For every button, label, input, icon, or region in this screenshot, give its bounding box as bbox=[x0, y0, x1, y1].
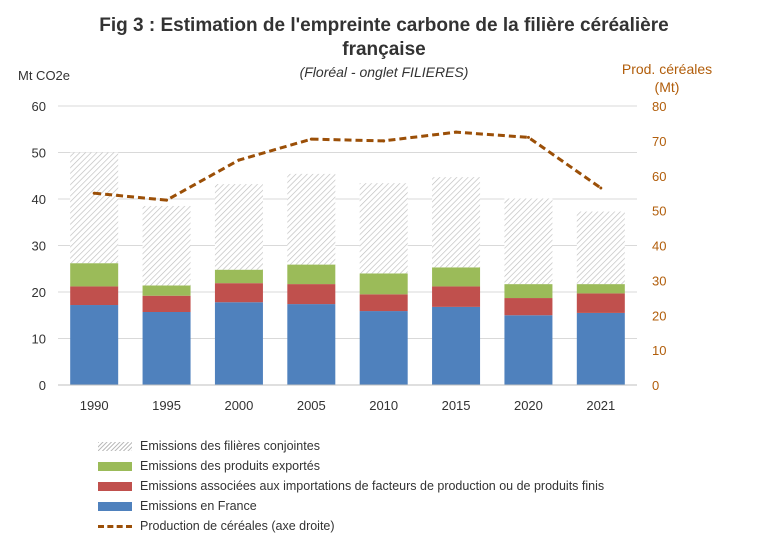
production-point-2005 bbox=[309, 137, 313, 141]
bar-exports-2020 bbox=[504, 284, 553, 299]
bar-france-2021 bbox=[576, 312, 625, 385]
bar-conjointes-2020 bbox=[504, 198, 553, 285]
x-tick-label-1995: 1995 bbox=[152, 398, 181, 413]
bar-imports-1990 bbox=[70, 286, 119, 306]
bar-imports-2010 bbox=[359, 294, 408, 312]
bar-imports-2020 bbox=[504, 298, 553, 316]
chart-title-line1: Fig 3 : Estimation de l'empreinte carbon… bbox=[99, 15, 669, 36]
production-point-2021 bbox=[599, 186, 603, 190]
y-left-tick-label: 0 bbox=[39, 378, 46, 393]
legend-item-conjointes: Emissions des filières conjointes bbox=[98, 436, 604, 456]
bar-imports-2005 bbox=[287, 284, 336, 305]
legend-label-imports: Emissions associées aux importations de … bbox=[140, 479, 605, 493]
bar-france-2015 bbox=[432, 306, 481, 385]
bar-imports-1995 bbox=[142, 295, 191, 312]
y-left-tick-label: 60 bbox=[32, 99, 46, 114]
y-right-tick-label: 10 bbox=[652, 343, 666, 358]
chart-title-line2: française bbox=[342, 39, 426, 60]
legend-label-production: Production de céréales (axe droite) bbox=[140, 519, 335, 533]
x-tick-label-2021: 2021 bbox=[586, 398, 615, 413]
y-axis-right-label: Prod. céréales (Mt) bbox=[612, 60, 722, 96]
legend-item-production: Production de céréales (axe droite) bbox=[98, 516, 604, 536]
y-left-tick-label: 30 bbox=[32, 239, 46, 254]
legend-swatch-france bbox=[98, 501, 132, 511]
chart-legend: Emissions des filières conjointes Emissi… bbox=[98, 436, 604, 536]
bar-conjointes-1990 bbox=[70, 152, 119, 264]
bar-imports-2021 bbox=[576, 293, 625, 313]
bar-exports-2015 bbox=[432, 267, 481, 287]
bar-france-2010 bbox=[359, 311, 408, 385]
bar-conjointes-2005 bbox=[287, 173, 336, 265]
bar-france-2020 bbox=[504, 315, 553, 385]
y-axis-left-label: Mt CO2e bbox=[18, 68, 71, 83]
production-point-1990 bbox=[92, 191, 96, 195]
y-axis-right-label-line2: (Mt) bbox=[654, 79, 680, 95]
y-right-tick-label: 20 bbox=[652, 308, 666, 323]
bar-conjointes-2010 bbox=[359, 183, 408, 274]
legend-swatch-imports bbox=[98, 481, 132, 491]
y-right-tick-label: 50 bbox=[652, 204, 666, 219]
production-point-2010 bbox=[382, 139, 386, 143]
y-left-tick-label: 40 bbox=[32, 192, 46, 207]
bar-conjointes-2015 bbox=[432, 177, 481, 268]
y-right-tick-label: 0 bbox=[652, 378, 659, 393]
production-point-2020 bbox=[526, 135, 530, 139]
bar-exports-2000 bbox=[214, 269, 263, 284]
y-right-tick-label: 40 bbox=[652, 239, 666, 254]
bar-exports-1995 bbox=[142, 285, 191, 296]
x-tick-label-1990: 1990 bbox=[80, 398, 109, 413]
bar-conjointes-2000 bbox=[214, 184, 263, 270]
bar-conjointes-2021 bbox=[576, 211, 625, 285]
bar-france-1995 bbox=[142, 311, 191, 385]
y-axis-right-label-line1: Prod. céréales bbox=[621, 61, 713, 77]
production-point-1995 bbox=[165, 198, 169, 202]
y-right-tick-label: 80 bbox=[652, 99, 666, 114]
legend-item-imports: Emissions associées aux importations de … bbox=[98, 476, 604, 496]
production-line bbox=[94, 130, 602, 202]
y-right-tick-label: 60 bbox=[652, 169, 666, 184]
chart-title: Fig 3 : Estimation de l'empreinte carbon… bbox=[0, 14, 768, 62]
x-tick-label-2010: 2010 bbox=[369, 398, 398, 413]
y-left-tick-label: 10 bbox=[32, 332, 46, 347]
production-point-2015 bbox=[454, 130, 458, 134]
y-right-tick-label: 70 bbox=[652, 134, 666, 149]
x-tick-label-2020: 2020 bbox=[514, 398, 543, 413]
y-right-tick-label: 30 bbox=[652, 273, 666, 288]
bar-exports-2005 bbox=[287, 264, 336, 285]
bar-france-2000 bbox=[214, 302, 263, 385]
legend-swatch-production bbox=[98, 524, 132, 528]
bar-imports-2000 bbox=[214, 283, 263, 303]
production-point-2000 bbox=[237, 158, 241, 162]
legend-swatch-exports bbox=[98, 461, 132, 471]
x-tick-label-2015: 2015 bbox=[442, 398, 471, 413]
bar-exports-2021 bbox=[576, 284, 625, 294]
legend-label-france: Emissions en France bbox=[140, 499, 257, 513]
bar-france-2005 bbox=[287, 304, 336, 385]
legend-item-france: Emissions en France bbox=[98, 496, 604, 516]
bar-imports-2015 bbox=[432, 286, 481, 307]
bar-conjointes-1995 bbox=[142, 205, 191, 286]
legend-item-exports: Emissions des produits exportés bbox=[98, 456, 604, 476]
legend-swatch-conjointes bbox=[98, 441, 132, 451]
legend-label-conjointes: Emissions des filières conjointes bbox=[140, 439, 320, 453]
bar-exports-2010 bbox=[359, 273, 408, 295]
y-left-tick-label: 20 bbox=[32, 285, 46, 300]
legend-label-exports: Emissions des produits exportés bbox=[140, 459, 320, 473]
x-tick-label-2000: 2000 bbox=[224, 398, 253, 413]
chart-subtitle: (Floréal - onglet FILIERES) bbox=[299, 64, 469, 80]
y-left-tick-label: 50 bbox=[32, 146, 46, 161]
x-tick-label-2005: 2005 bbox=[297, 398, 326, 413]
bar-exports-1990 bbox=[70, 263, 119, 287]
bar-france-1990 bbox=[70, 305, 119, 385]
